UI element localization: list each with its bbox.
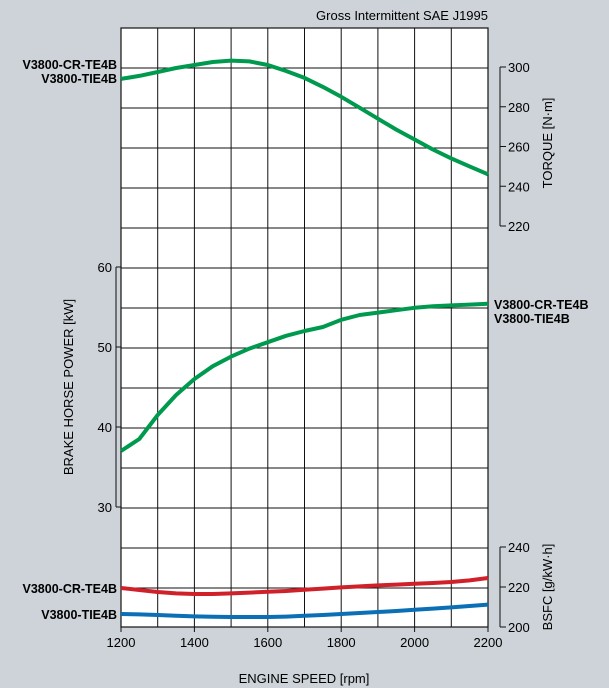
series-label: V3800-CR-TE4B	[23, 582, 117, 596]
power-axis: 30 40 50 60	[98, 260, 121, 515]
bsfc-tick-label: 200	[508, 620, 530, 635]
series-line-bsfc	[120, 576, 489, 596]
torque-axis-label: TORQUE [N·m]	[540, 98, 555, 189]
series-line-bsfc	[120, 602, 489, 619]
series-label: V3800-CR-TE4B	[23, 58, 117, 72]
x-tick-label: 1200	[107, 635, 136, 650]
power-axis-label: BRAKE HORSE POWER [kW]	[61, 299, 76, 475]
series-label: V3800-TIE4B	[41, 72, 117, 86]
series-line-power	[119, 301, 489, 453]
torque-tick-label: 260	[508, 140, 530, 155]
series-label: V3800-TIE4B	[41, 608, 117, 622]
power-tick-label: 30	[98, 500, 112, 515]
x-axis: 1200 1400 1600 1800 2000 2200	[107, 627, 503, 650]
series-label: V3800-CR-TE4B	[494, 298, 588, 312]
bsfc-tick-label: 220	[508, 580, 530, 595]
x-axis-label: ENGINE SPEED [rpm]	[239, 671, 370, 686]
bsfc-tick-label: 240	[508, 540, 530, 555]
torque-tick-label: 300	[508, 60, 530, 75]
torque-tick-label: 220	[508, 219, 530, 234]
power-tick-label: 60	[98, 260, 112, 275]
x-tick-label: 1600	[253, 635, 282, 650]
series-labels: V3800-CR-TE4BV3800-TIE4BV3800-CR-TE4BV38…	[23, 58, 589, 622]
bsfc-axis: 200 220 240	[499, 540, 530, 635]
chart-title: Gross Intermittent SAE J1995	[316, 8, 488, 23]
series-line-torque	[120, 58, 489, 177]
torque-tick-label: 280	[508, 100, 530, 115]
series-label: V3800-TIE4B	[494, 312, 570, 326]
power-tick-label: 50	[98, 340, 112, 355]
torque-axis: 220 240 260 280 300	[499, 60, 530, 234]
series-lines	[119, 58, 489, 619]
x-tick-label: 1800	[327, 635, 356, 650]
x-tick-label: 2000	[400, 635, 429, 650]
x-tick-label: 2200	[474, 635, 503, 650]
torque-tick-label: 240	[508, 179, 530, 194]
x-tick-label: 1400	[180, 635, 209, 650]
power-tick-label: 40	[98, 420, 112, 435]
bsfc-axis-label: BSFC [g/kW·h]	[540, 544, 555, 631]
